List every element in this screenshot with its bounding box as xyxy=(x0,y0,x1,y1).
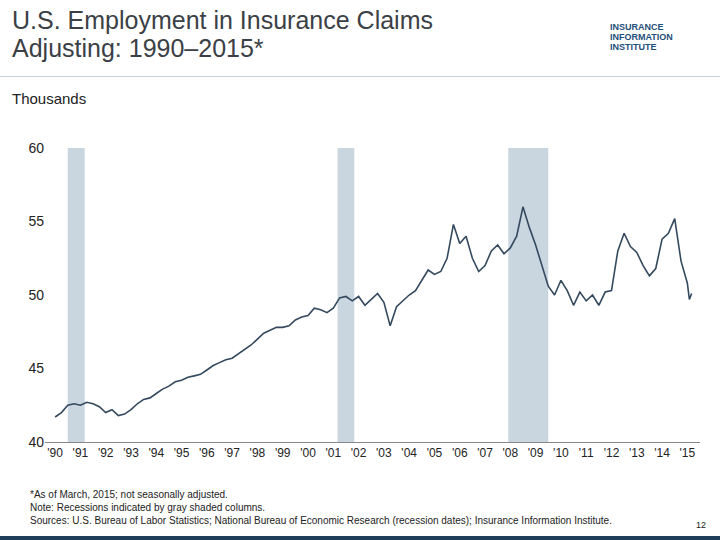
svg-text:'08: '08 xyxy=(503,446,519,460)
svg-text:'04: '04 xyxy=(401,446,417,460)
svg-text:'93: '93 xyxy=(123,446,139,460)
svg-text:'90: '90 xyxy=(47,446,63,460)
svg-text:55: 55 xyxy=(28,213,44,229)
svg-text:'01: '01 xyxy=(325,446,341,460)
svg-text:'94: '94 xyxy=(148,446,164,460)
svg-text:'07: '07 xyxy=(477,446,493,460)
svg-text:'10: '10 xyxy=(553,446,569,460)
svg-text:'13: '13 xyxy=(629,446,645,460)
html-text:Sources: U.S. Bureau of Labor: Sources: U.S. Bureau of Labor Statistics… xyxy=(30,515,612,526)
svg-text:'92: '92 xyxy=(98,446,114,460)
svg-text:45: 45 xyxy=(28,360,44,376)
svg-text:'03: '03 xyxy=(376,446,392,460)
svg-text:'98: '98 xyxy=(250,446,266,460)
svg-text:50: 50 xyxy=(28,287,44,303)
html-text:12: 12 xyxy=(696,520,706,530)
html-text:Thousands: Thousands xyxy=(12,90,87,107)
svg-text:'05: '05 xyxy=(427,446,443,460)
svg-text:60: 60 xyxy=(28,140,44,156)
html-text:INSURANCE INFORMATION INSTITUT: INSURANCE INFORMATION INSTITUTE xyxy=(610,22,673,52)
svg-text:'14: '14 xyxy=(654,446,670,460)
svg-text:'91: '91 xyxy=(73,446,89,460)
svg-text:'99: '99 xyxy=(275,446,291,460)
html-text:*As of March, 2015; not season: *As of March, 2015; not seasonally adjus… xyxy=(30,489,228,500)
svg-text:'96: '96 xyxy=(199,446,215,460)
html-text:Note: Recessions indicated by: Note: Recessions indicated by gray shade… xyxy=(30,502,266,513)
html-text:U.S. Employment in Insurance C: U.S. Employment in Insurance Claims Adju… xyxy=(12,6,433,62)
svg-text:'12: '12 xyxy=(604,446,620,460)
svg-text:'00: '00 xyxy=(300,446,316,460)
svg-text:'02: '02 xyxy=(351,446,367,460)
svg-text:'06: '06 xyxy=(452,446,468,460)
svg-text:40: 40 xyxy=(28,434,44,450)
svg-text:'15: '15 xyxy=(680,446,696,460)
svg-text:'11: '11 xyxy=(579,446,594,460)
svg-text:'09: '09 xyxy=(528,446,544,460)
svg-text:'95: '95 xyxy=(174,446,190,460)
svg-text:'97: '97 xyxy=(224,446,240,460)
